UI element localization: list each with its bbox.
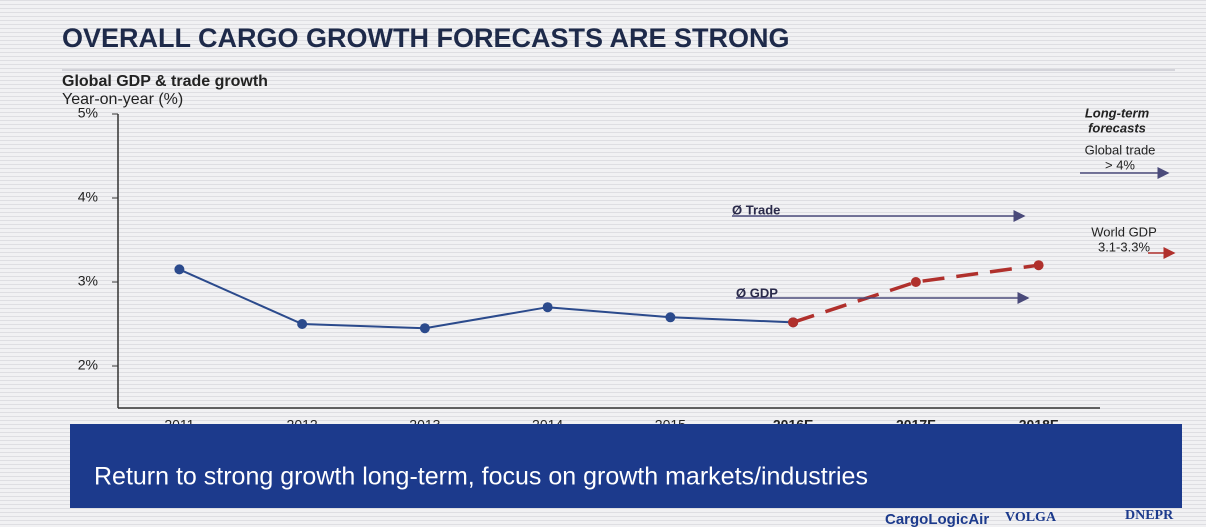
side-note: World GDP xyxy=(1091,224,1157,239)
logo: VOLGA xyxy=(1005,510,1057,525)
data-point xyxy=(788,317,799,328)
slide-title: OVERALL CARGO GROWTH FORECASTS ARE STRON… xyxy=(62,23,790,53)
side-heading: Long-term xyxy=(1085,105,1150,120)
series-line xyxy=(178,268,794,330)
side-note: 3.1-3.3% xyxy=(1098,239,1150,254)
data-point xyxy=(665,312,676,323)
annotation: Ø Trade xyxy=(732,202,780,217)
y-tick-label: 5% xyxy=(78,105,98,121)
y-tick-label: 3% xyxy=(78,273,98,289)
data-point xyxy=(910,277,921,287)
data-point xyxy=(174,264,185,275)
banner xyxy=(70,424,1182,508)
logo: CargoLogicAir xyxy=(885,511,989,527)
y-tick-label: 2% xyxy=(78,357,98,373)
data-point xyxy=(419,323,430,334)
series-line xyxy=(792,263,1039,324)
banner-text: Return to strong growth long-term, focus… xyxy=(94,463,868,491)
chart-subtitle: Year-on-year (%) xyxy=(62,91,183,108)
side-note: Global trade xyxy=(1085,142,1156,157)
side-heading: forecasts xyxy=(1088,120,1146,135)
data-point xyxy=(297,319,308,329)
side-note: > 4% xyxy=(1105,157,1135,172)
annotation: Ø GDP xyxy=(736,285,778,300)
data-point xyxy=(1033,260,1044,271)
chart-title: Global GDP & trade growth xyxy=(62,73,268,90)
logo: DNEPR xyxy=(1125,508,1174,523)
data-point xyxy=(542,302,553,313)
y-tick-label: 4% xyxy=(78,189,98,205)
